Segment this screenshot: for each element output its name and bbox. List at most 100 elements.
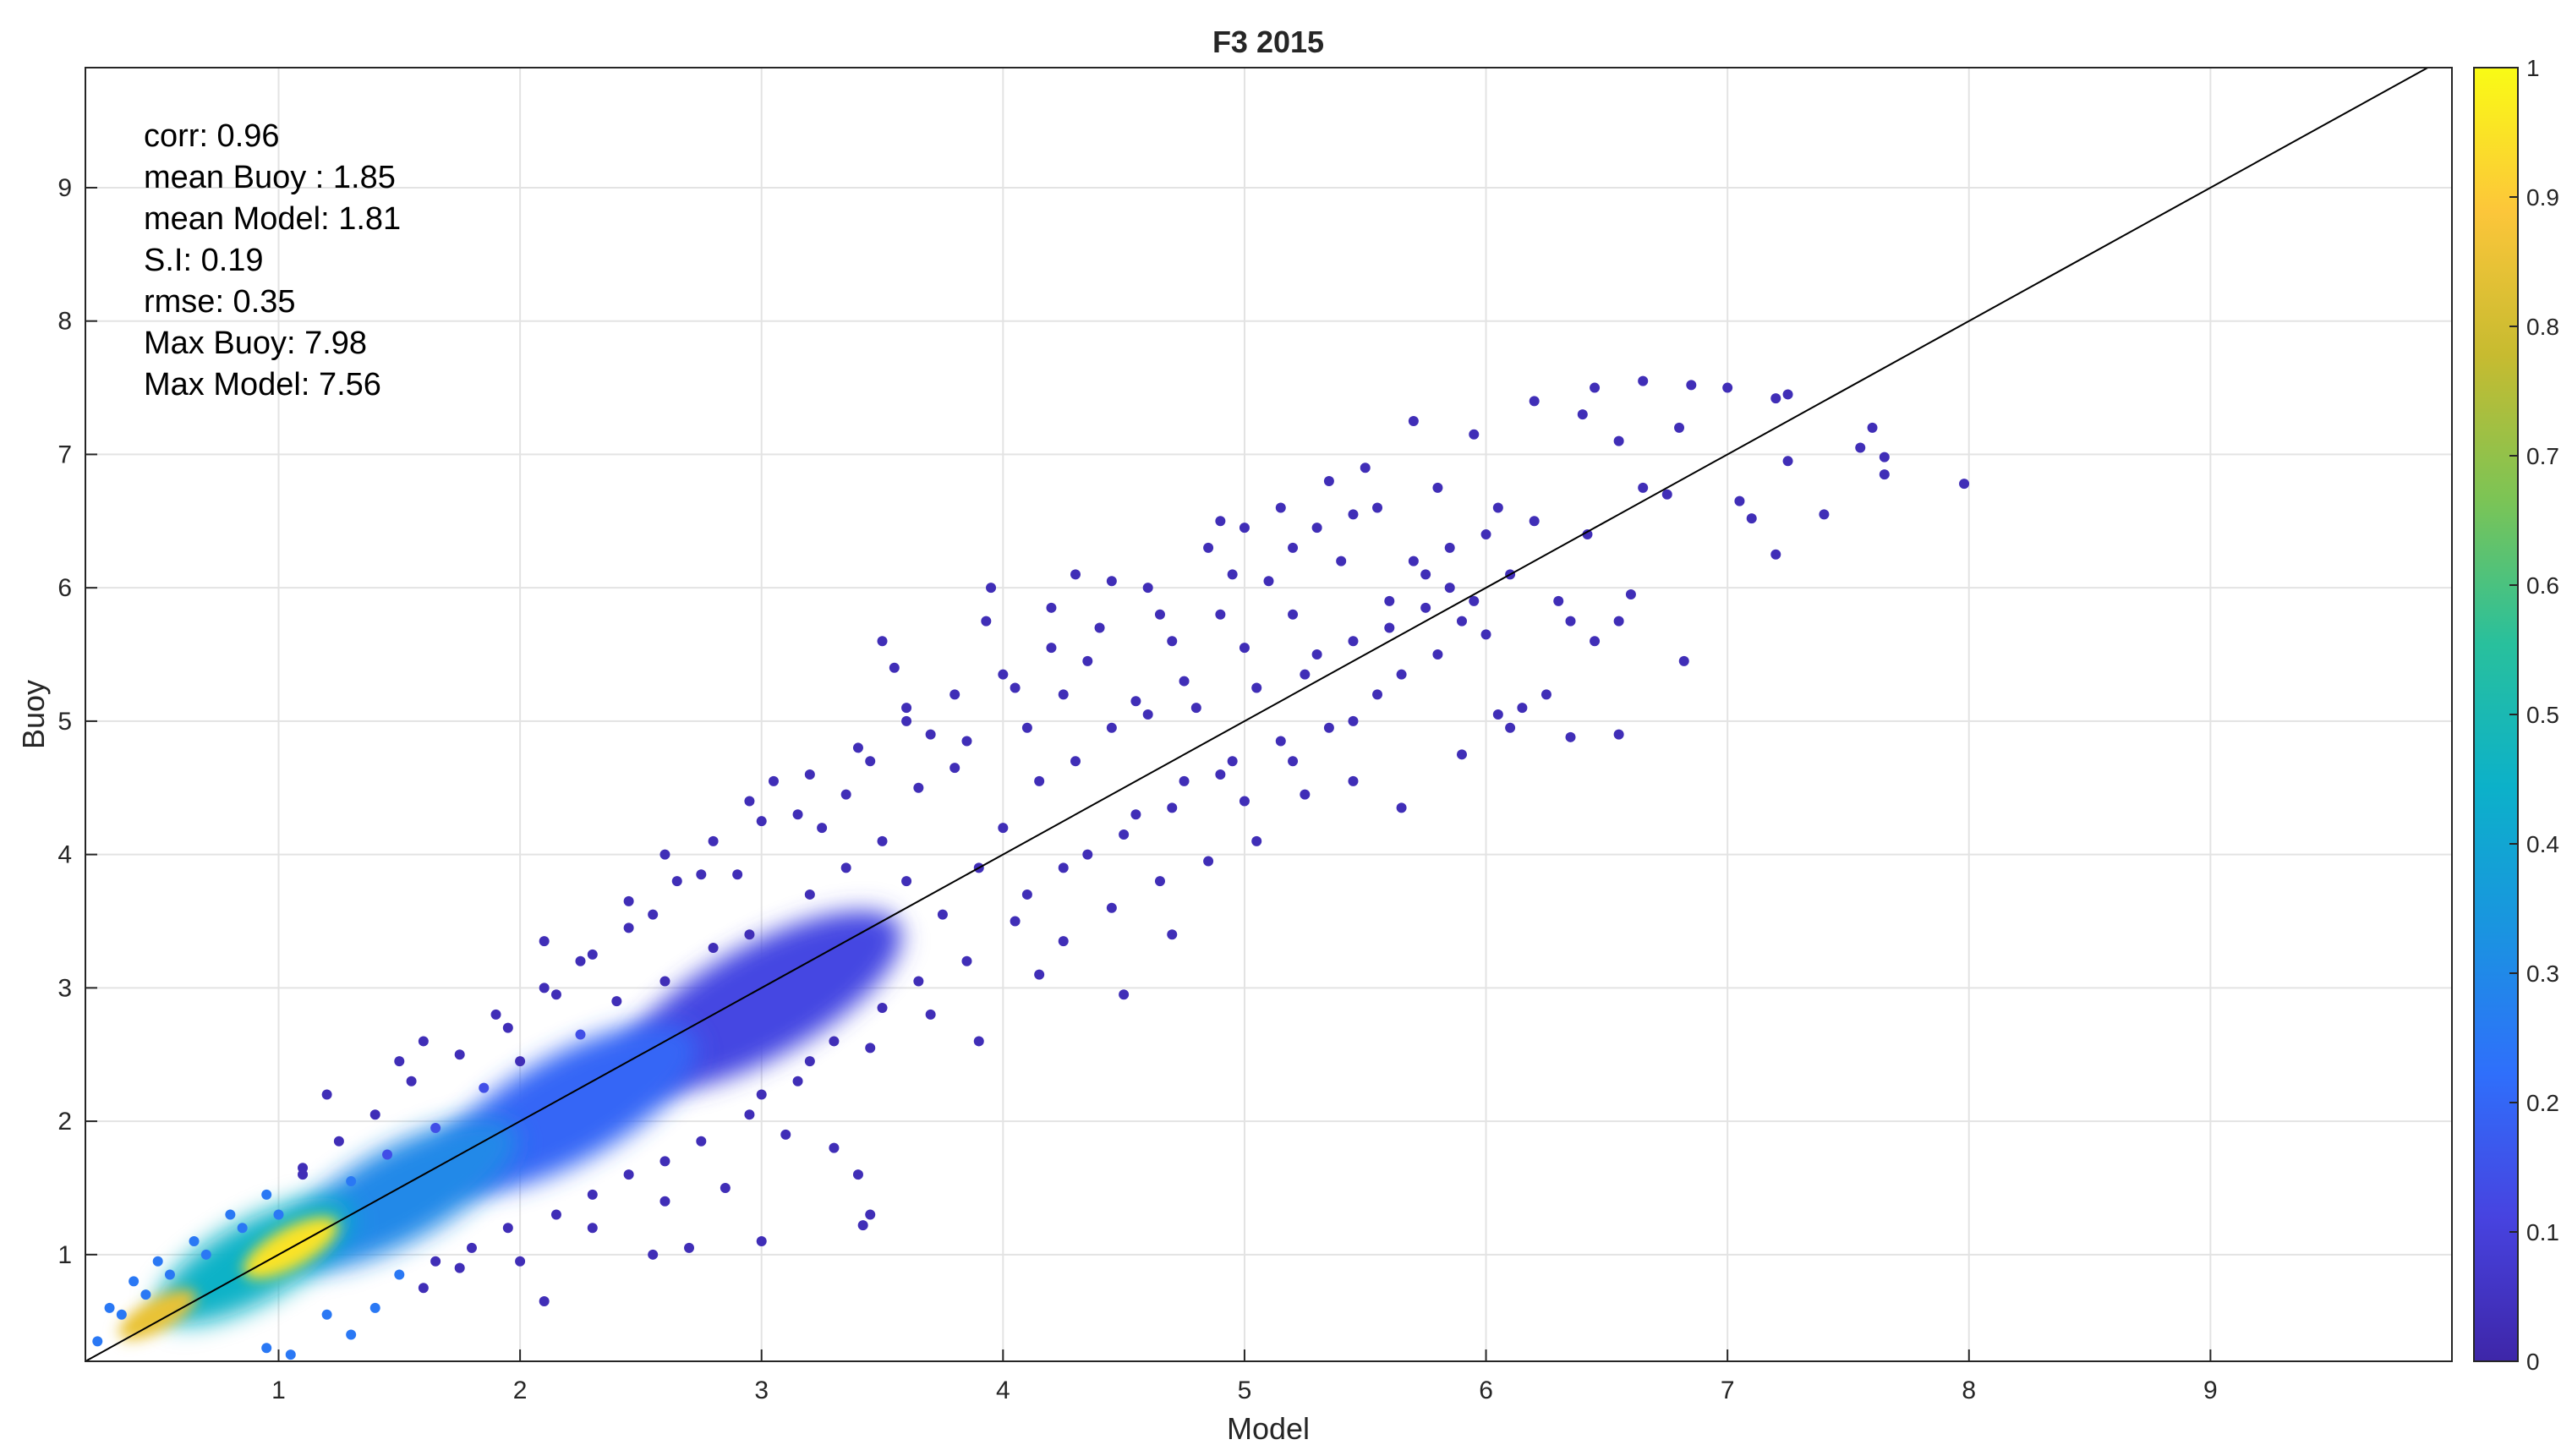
scatter-point <box>1613 729 1624 740</box>
scatter-point <box>1336 556 1347 567</box>
scatter-point <box>949 689 960 700</box>
scatter-point <box>708 835 719 846</box>
scatter-point <box>261 1189 272 1200</box>
scatter-point <box>756 1236 767 1247</box>
scatter-point <box>261 1343 272 1354</box>
scatter-point <box>515 1056 526 1067</box>
scatter-point <box>671 876 682 887</box>
scatter-point <box>901 876 912 887</box>
scatter-point <box>696 1136 707 1147</box>
plot-frame <box>85 67 2453 1362</box>
scatter-point <box>744 929 755 940</box>
scatter-point <box>1119 829 1130 840</box>
scatter-point <box>865 756 876 767</box>
scatter-point <box>1311 523 1322 534</box>
scatter-point <box>1613 435 1624 446</box>
colorbar-tick-label: 0.2 <box>2526 1090 2559 1116</box>
scatter-point <box>817 823 828 834</box>
scatter-point <box>744 1109 755 1120</box>
scatter-point <box>1323 475 1334 486</box>
scatter-point <box>925 1009 936 1020</box>
scatter-point <box>430 1122 441 1133</box>
scatter-point <box>889 662 900 673</box>
scatter-point <box>1469 429 1480 440</box>
scatter-point <box>1311 649 1322 660</box>
scatter-point <box>744 796 755 807</box>
scatter-point <box>430 1256 441 1267</box>
stat-line: mean Model: 1.81 <box>144 201 401 237</box>
x-tick-label: 7 <box>1721 1377 1735 1404</box>
scatter-point <box>623 922 634 933</box>
y-axis-ticks: 1 2 3 4 5 6 7 8 9 <box>57 174 97 1269</box>
scatter-point <box>1678 655 1689 666</box>
scatter-point <box>1288 609 1299 620</box>
scatter-point <box>550 989 561 1000</box>
scatter-point <box>1613 616 1624 627</box>
scatter-point <box>877 835 888 846</box>
stat-line: mean Buoy : 1.85 <box>144 160 396 195</box>
scatter-point <box>1517 703 1528 714</box>
scatter-point <box>1638 482 1649 493</box>
scatter-point <box>466 1242 477 1253</box>
scatter-point <box>502 1022 513 1033</box>
scatter-point <box>1106 722 1117 733</box>
scatter-point <box>961 736 972 747</box>
scatter-point <box>1167 802 1178 813</box>
scatter-point <box>1348 715 1359 726</box>
scatter-point <box>659 1196 670 1207</box>
scatter-point <box>1239 796 1250 807</box>
scatter-point <box>768 775 779 786</box>
scatter-point <box>1540 689 1551 700</box>
scatter-point <box>865 1043 876 1054</box>
scatter-point <box>877 636 888 647</box>
scatter-point <box>515 1256 526 1267</box>
scatter-point <box>865 1209 876 1220</box>
scatter-point <box>1179 775 1190 786</box>
scatter-point <box>1215 769 1226 780</box>
scatter-point <box>1130 696 1141 707</box>
scatter-point <box>406 1076 417 1087</box>
scatter-point <box>1959 479 1970 490</box>
scatter-point <box>1190 703 1201 714</box>
scatter-point <box>840 789 851 800</box>
scatter-point <box>152 1256 163 1267</box>
scatter-point <box>937 909 948 920</box>
scatter-point <box>1034 969 1045 980</box>
y-tick-label: 4 <box>57 841 72 869</box>
scatter-point <box>1529 516 1540 527</box>
scatter-point <box>298 1163 309 1174</box>
scatter-point <box>696 869 707 880</box>
scatter-points <box>92 375 1970 1360</box>
scatter-point <box>804 889 815 900</box>
y-tick-label: 7 <box>57 441 72 468</box>
scatter-point <box>1661 489 1672 500</box>
colorbar-tick-label: 0.3 <box>2526 961 2559 987</box>
scatter-point <box>418 1283 429 1294</box>
scatter-point <box>1010 916 1021 927</box>
scatter-point <box>1167 929 1178 940</box>
scatter-point <box>1215 609 1226 620</box>
scatter-point <box>1082 655 1093 666</box>
scatter-point <box>454 1262 465 1273</box>
scatter-point <box>1420 569 1431 580</box>
scatter-point <box>792 1076 803 1087</box>
scatter-point <box>1396 669 1407 680</box>
colorbar: 0 0.1 0.2 0.3 0.4 0.5 0.6 0.7 0.8 0.9 1 <box>2473 55 2559 1375</box>
scatter-point <box>1300 669 1311 680</box>
x-tick-label: 5 <box>1238 1377 1252 1404</box>
scatter-point <box>623 1169 634 1180</box>
scatter-point <box>1734 495 1745 506</box>
y-tick-label: 8 <box>57 308 72 336</box>
scatter-point <box>1879 469 1890 480</box>
scatter-point <box>1106 576 1117 587</box>
y-tick-label: 6 <box>57 574 72 602</box>
scatter-point <box>1142 583 1153 594</box>
scatter-point <box>1058 689 1069 700</box>
scatter-point <box>382 1149 393 1160</box>
scatter-point <box>1288 542 1299 553</box>
scatter-point <box>1275 736 1286 747</box>
scatter-point <box>104 1302 115 1313</box>
scatter-point <box>973 1036 984 1047</box>
scatter-point <box>913 976 924 987</box>
scatter-point <box>1867 422 1878 433</box>
